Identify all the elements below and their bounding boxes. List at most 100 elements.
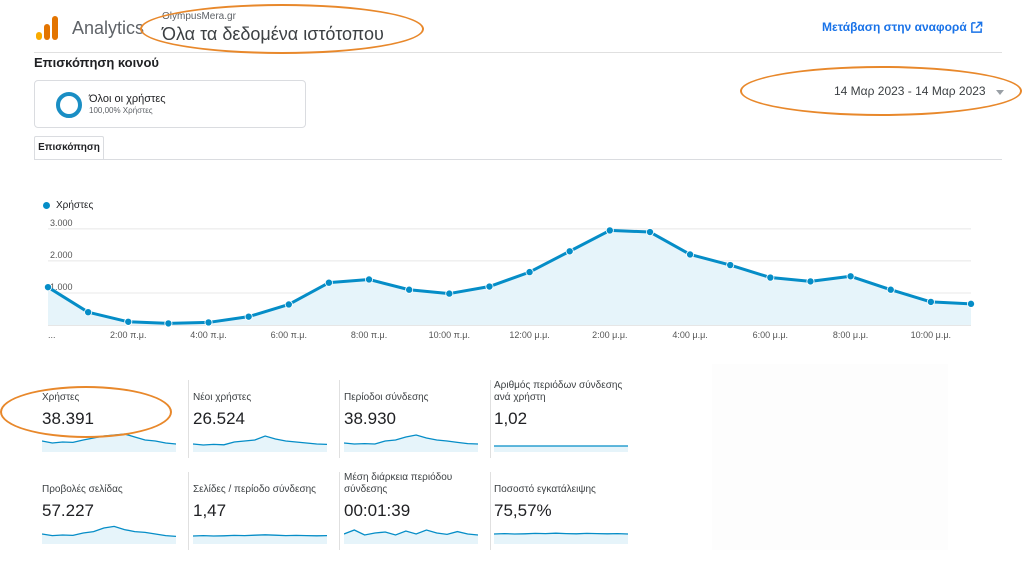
sparkline-line [494,532,628,535]
metric-sparkline [42,525,176,544]
data-point[interactable] [485,282,494,291]
x-tick-label: 4:00 μ.μ. [672,330,707,340]
sparkline-area [344,530,478,544]
metric-card[interactable]: Προβολές σελίδας 57.227 [42,472,189,552]
x-tick-label: 8:00 π.μ. [351,330,387,340]
x-tick-label: 6:00 μ.μ. [753,330,788,340]
data-point[interactable] [686,250,695,259]
sparkline-line [344,529,478,536]
y-tick-label: 1.000 [50,282,73,292]
metric-sparkline [494,532,628,544]
sparkline-area [42,526,176,544]
metric-label: Νέοι χρήστες [193,392,252,403]
sparkline-line [193,534,327,537]
metric-value: 75,57% [494,501,552,520]
x-tick-label: 12:00 μ.μ. [509,330,549,340]
segment-percentage: 100,00% Χρήστες [89,106,153,115]
data-point[interactable] [124,317,133,326]
data-point[interactable] [605,226,614,235]
metric-value: 57.227 [42,501,94,520]
y-tick-label: 2.000 [50,250,73,260]
metric-label: Μέση διάρκεια περιόδου σύνδεσης [344,472,453,495]
data-point[interactable] [445,289,454,298]
series-area [48,230,971,325]
data-point[interactable] [525,268,534,277]
metric-value: 1,02 [494,409,528,428]
data-point[interactable] [204,318,213,327]
data-point[interactable] [645,228,654,237]
metric-label: Αριθμός περιόδων σύνδεσης ανά χρήστη [494,380,623,403]
data-point[interactable] [44,283,53,292]
legend-label: Χρήστες [56,200,94,211]
sparkline-line [193,435,327,446]
metric-value: 26.524 [193,409,245,428]
data-point[interactable] [726,261,735,270]
metric-label: Ποσοστό εγκατάλειψης [494,484,596,495]
metric-card[interactable]: Νέοι χρήστες 26.524 [193,380,340,460]
data-point[interactable] [766,273,775,282]
header-divider [34,52,1002,53]
data-point[interactable] [806,277,815,286]
sparkline-area [193,436,327,452]
data-point[interactable] [846,272,855,281]
data-point[interactable] [405,285,414,294]
metric-card[interactable]: Αριθμός περιόδων σύνδεσης ανά χρήστη 1,02 [494,380,634,460]
segment-card[interactable]: Όλοι οι χρήστες 100,00% Χρήστες [34,80,306,128]
data-point[interactable] [284,300,293,309]
metric-value: 1,47 [193,501,227,520]
annotation-oval-date [740,66,1022,116]
tab-divider [34,159,1002,160]
data-point[interactable] [84,308,93,317]
metric-label: Περίοδοι σύνδεσης [344,392,429,403]
go-to-report-link[interactable]: Μετάβαση στην αναφορά [822,20,967,34]
data-point[interactable] [164,319,173,328]
sparkline-area [494,533,628,544]
empty-panel [712,364,948,550]
metric-label: Σελίδες / περίοδο σύνδεσης [193,484,316,495]
segment-ring-icon [56,92,82,118]
metric-divider [188,472,189,550]
metric-divider [339,472,340,550]
metric-sparkline [344,529,478,544]
y-tick-label: 3.000 [50,218,73,228]
metric-divider [490,380,491,458]
analytics-logo-icon[interactable] [36,16,58,40]
x-tick-label: 6:00 π.μ. [271,330,307,340]
segment-name: Όλοι οι χρήστες [89,93,166,105]
data-point[interactable] [365,275,374,284]
annotation-oval-users [0,386,172,438]
data-point[interactable] [886,285,895,294]
data-point[interactable] [324,278,333,287]
sparkline-area [494,446,628,452]
x-tick-label: 10:00 μ.μ. [911,330,951,340]
sparkline-area [193,534,327,544]
metric-value: 00:01:39 [344,501,411,520]
metric-sparkline [344,434,478,452]
x-tick-label: ... [48,330,56,340]
legend-marker [43,202,50,209]
metric-card[interactable]: Ποσοστό εγκατάλειψης 75,57% [494,472,634,552]
sparkline-area [344,435,478,452]
metric-sparkline [193,534,327,544]
metric-divider [490,472,491,550]
x-tick-label: 2:00 π.μ. [110,330,146,340]
metric-divider [188,380,189,458]
data-point[interactable] [967,299,976,308]
data-point[interactable] [926,297,935,306]
sparkline-area [42,434,176,452]
metric-label: Προβολές σελίδας [42,484,123,495]
external-link-icon[interactable] [970,21,983,34]
sparkline-line [42,525,176,538]
data-point[interactable] [244,312,253,321]
tab-overview[interactable]: Επισκόπηση [34,136,104,160]
x-tick-label: 2:00 μ.μ. [592,330,627,340]
metric-card[interactable]: Μέση διάρκεια περιόδου σύνδεσης 00:01:39 [344,472,491,552]
annotation-oval-view [140,4,424,54]
metric-sparkline [494,445,628,452]
metric-card[interactable]: Σελίδες / περίοδο σύνδεσης 1,47 [193,472,340,552]
x-tick-label: 8:00 μ.μ. [833,330,868,340]
series-line-users [47,228,972,325]
data-point[interactable] [565,247,574,256]
metric-card[interactable]: Περίοδοι σύνδεσης 38.930 [344,380,491,460]
app-name[interactable]: Analytics [72,18,145,38]
